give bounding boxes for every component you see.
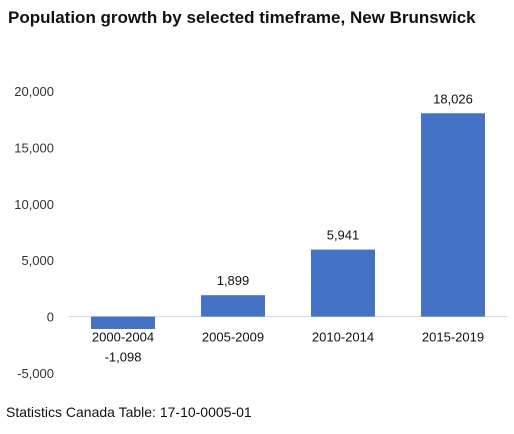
x-tick-label: 2015-2019 [422, 330, 484, 345]
bar [201, 295, 265, 317]
x-tick-label: 2005-2009 [202, 330, 264, 345]
y-tick-label: 20,000 [14, 84, 54, 99]
y-tick-label: 0 [47, 310, 54, 325]
y-tick-label: 15,000 [14, 140, 54, 155]
bar [421, 113, 485, 317]
category-labels: 2000-2004 2005-2009 2010-2014 2015-2019 [92, 330, 484, 345]
bars [91, 113, 485, 329]
chart-title: Population growth by selected timeframe,… [8, 8, 476, 27]
data-label: -1,098 [105, 350, 142, 365]
y-tick-label: 10,000 [14, 197, 54, 212]
data-label: 18,026 [433, 91, 473, 106]
bar [91, 316, 155, 329]
x-tick-label: 2000-2004 [92, 330, 154, 345]
source-note: Statistics Canada Table: 17-10-0005-01 [6, 404, 252, 420]
data-label: 1,899 [217, 273, 250, 288]
y-tick-label: 5,000 [21, 253, 54, 268]
data-labels: -1,098 1,899 5,941 18,026 [105, 91, 473, 364]
y-axis-ticks: 20,000 15,000 10,000 5,000 0 -5,000 [14, 84, 54, 381]
bar [311, 249, 375, 317]
data-label: 5,941 [327, 228, 360, 243]
x-tick-label: 2010-2014 [312, 330, 374, 345]
y-tick-label: -5,000 [17, 366, 54, 381]
